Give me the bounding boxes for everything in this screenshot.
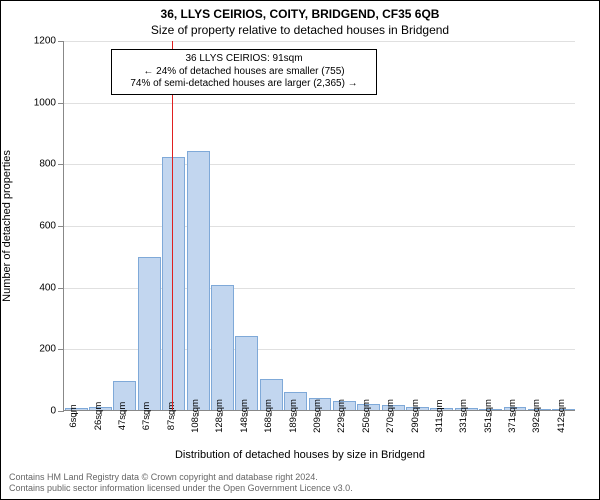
gridline (64, 226, 575, 227)
x-tick-label: 351sqm (483, 399, 494, 433)
y-tick-label: 1200 (34, 36, 56, 47)
y-tick (58, 226, 64, 227)
x-tick-label: 128sqm (214, 399, 225, 433)
reference-line (172, 41, 173, 410)
annotation-line: 36 LLYS CEIRIOS: 91sqm (118, 53, 370, 66)
chart-title: Size of property relative to detached ho… (1, 23, 599, 37)
x-tick-label: 6sqm (68, 404, 79, 427)
gridline (64, 103, 575, 104)
histogram-bar (187, 151, 210, 410)
y-tick-label: 0 (50, 406, 56, 417)
y-tick (58, 349, 64, 350)
credit-text: Contains HM Land Registry data © Crown c… (9, 472, 353, 495)
y-axis-label: Number of detached properties (1, 150, 13, 302)
x-tick-label: 26sqm (93, 402, 104, 431)
x-axis-label: Distribution of detached houses by size … (1, 449, 599, 461)
y-tick (58, 411, 64, 412)
x-tick-label: 311sqm (434, 399, 445, 432)
y-tick (58, 41, 64, 42)
credit-line: Contains HM Land Registry data © Crown c… (9, 472, 353, 484)
annotation-box: 36 LLYS CEIRIOS: 91sqm ← 24% of detached… (111, 49, 377, 95)
plot-area: 36 LLYS CEIRIOS: 91sqm ← 24% of detached… (63, 41, 575, 411)
x-tick-label: 250sqm (361, 399, 372, 433)
y-tick-label: 200 (39, 344, 56, 355)
y-tick (58, 103, 64, 104)
annotation-line: 74% of semi-detached houses are larger (… (118, 78, 370, 91)
x-tick-label: 189sqm (288, 399, 299, 433)
x-tick-label: 392sqm (531, 399, 542, 433)
y-tick (58, 288, 64, 289)
y-tick-label: 800 (39, 159, 56, 170)
chart-supertitle: 36, LLYS CEIRIOS, COITY, BRIDGEND, CF35 … (1, 7, 599, 21)
gridline (64, 41, 575, 42)
y-tick-label: 400 (39, 282, 56, 293)
x-tick-label: 331sqm (458, 399, 469, 433)
y-tick (58, 164, 64, 165)
x-tick-label: 270sqm (385, 399, 396, 433)
x-tick-label: 67sqm (141, 402, 152, 431)
x-tick-label: 148sqm (239, 399, 250, 433)
histogram-bar (162, 157, 185, 410)
x-tick-label: 108sqm (190, 399, 201, 433)
x-tick-label: 47sqm (117, 402, 128, 431)
y-tick-label: 1000 (34, 97, 56, 108)
gridline (64, 164, 575, 165)
x-tick-label: 371sqm (507, 399, 518, 433)
chart-container: 36, LLYS CEIRIOS, COITY, BRIDGEND, CF35 … (0, 0, 600, 500)
x-tick-label: 229sqm (336, 399, 347, 433)
annotation-line: ← 24% of detached houses are smaller (75… (118, 66, 370, 79)
histogram-bar (138, 257, 161, 410)
x-tick-label: 209sqm (312, 399, 323, 433)
histogram-bar (211, 285, 234, 410)
x-tick-label: 290sqm (410, 399, 421, 433)
x-tick-label: 168sqm (263, 399, 274, 433)
credit-line: Contains public sector information licen… (9, 483, 353, 495)
x-tick-label: 412sqm (556, 399, 567, 433)
y-tick-label: 600 (39, 221, 56, 232)
